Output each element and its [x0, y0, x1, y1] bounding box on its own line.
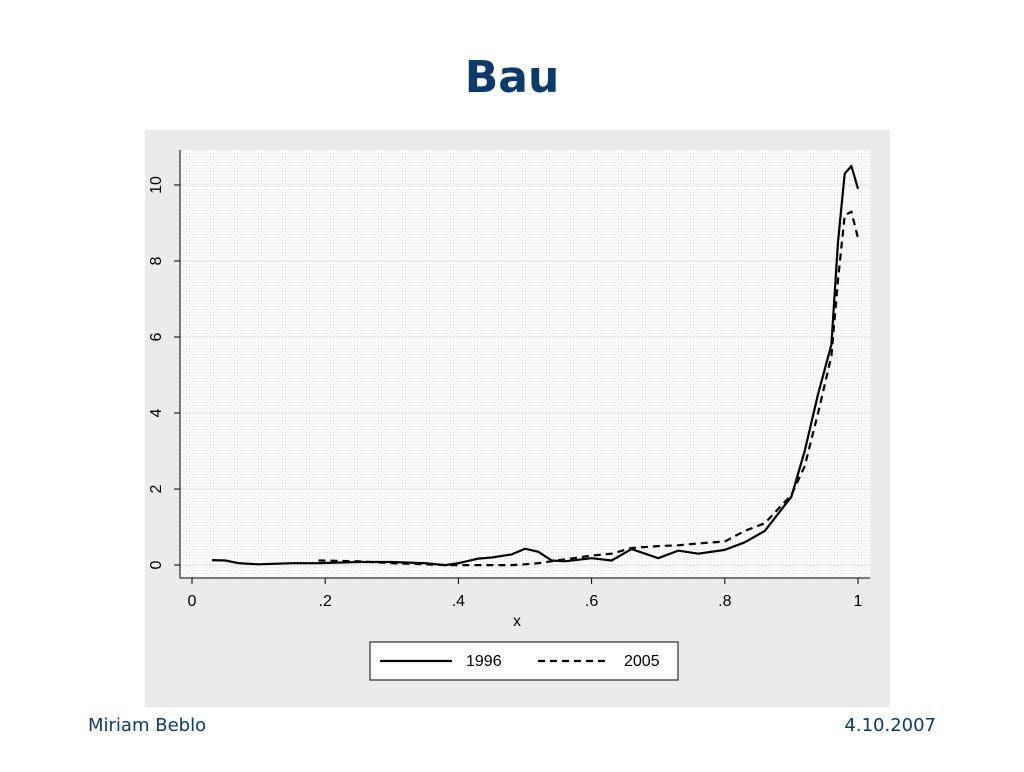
y-tick-label: 10	[148, 176, 165, 194]
x-tick-label: .2	[319, 593, 332, 610]
x-axis-label: x	[513, 613, 521, 630]
x-tick-label: .8	[718, 593, 731, 610]
series-line	[318, 210, 860, 567]
plot-area	[180, 150, 870, 578]
y-tick-label: 6	[148, 332, 165, 341]
series-line	[211, 164, 860, 567]
footer-date: 4.10.2007	[844, 715, 936, 736]
footer-author: Miriam Beblo	[88, 715, 206, 736]
y-tick-label: 8	[148, 256, 165, 265]
x-tick-label: 0	[188, 593, 197, 610]
legend-label: 1996	[466, 653, 502, 670]
plot: 0 2 4 6 8 10 0 .2 .4 .6 .8 1 x 1996 2005	[148, 150, 870, 681]
y-tick-label: 4	[148, 408, 165, 417]
legend: 1996 2005	[369, 641, 679, 681]
y-tick-label: 2	[148, 485, 165, 494]
x-tick-label: .6	[585, 593, 598, 610]
x-tick-label: 1	[854, 593, 863, 610]
x-tick-label: .4	[452, 593, 465, 610]
y-tick-label: 0	[148, 561, 165, 570]
slide-title: Bau	[465, 52, 560, 103]
legend-label: 2005	[624, 653, 660, 670]
